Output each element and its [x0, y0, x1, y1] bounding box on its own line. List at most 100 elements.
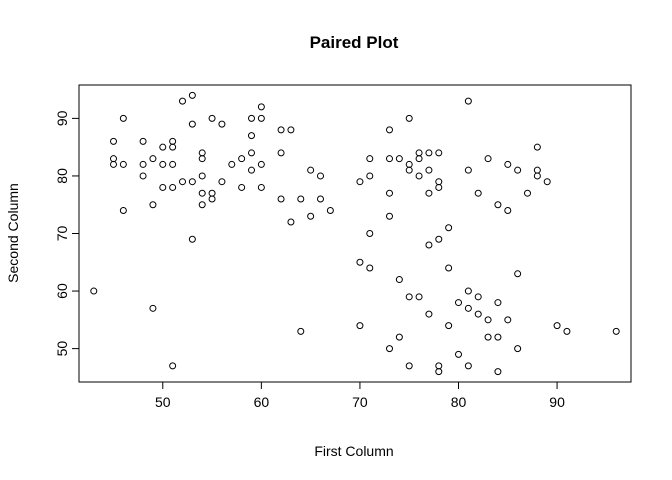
data-point	[425, 149, 433, 157]
data-point	[248, 132, 255, 140]
data-point	[159, 183, 167, 191]
data-point	[464, 166, 472, 174]
data-point	[248, 114, 255, 122]
data-point	[119, 114, 127, 122]
data-point	[553, 322, 561, 330]
data-point	[533, 143, 541, 151]
data-point	[317, 195, 324, 203]
data-point	[425, 166, 433, 174]
data-point	[257, 103, 265, 111]
data-point	[415, 149, 423, 157]
data-point	[119, 160, 127, 168]
plot-frame	[78, 84, 632, 383]
data-point	[464, 97, 472, 105]
data-point	[326, 206, 334, 214]
data-point	[248, 166, 255, 174]
data-point	[139, 137, 147, 145]
data-point	[504, 206, 512, 214]
data-point	[257, 183, 265, 191]
data-points	[90, 91, 620, 376]
data-point	[455, 299, 462, 307]
data-point	[484, 333, 492, 341]
data-point	[494, 299, 502, 307]
data-point	[386, 126, 393, 134]
data-point	[110, 137, 117, 145]
x-tick-label: 90	[549, 394, 565, 410]
data-point	[188, 235, 196, 243]
data-point	[169, 362, 177, 370]
data-point	[504, 316, 512, 324]
data-point	[159, 143, 167, 151]
data-point	[228, 160, 236, 168]
data-point	[464, 362, 472, 370]
data-point	[277, 195, 285, 203]
data-point	[435, 178, 443, 186]
data-point	[415, 293, 423, 301]
y-axis: 50 60 70 80 90	[54, 110, 80, 357]
data-point	[149, 201, 157, 209]
data-point	[435, 183, 443, 191]
data-point	[524, 189, 531, 197]
data-point	[435, 362, 443, 370]
data-point	[395, 155, 403, 163]
y-axis-label: Second Column	[5, 183, 21, 283]
data-point	[149, 304, 157, 312]
data-point	[257, 114, 265, 122]
x-tick-label: 50	[155, 394, 171, 410]
data-point	[198, 155, 206, 163]
data-point	[504, 160, 512, 168]
data-point	[238, 155, 246, 163]
y-tick-label: 60	[54, 283, 70, 299]
data-point	[464, 287, 472, 295]
data-point	[494, 201, 502, 209]
data-point	[179, 178, 186, 186]
data-point	[356, 258, 364, 266]
data-point	[277, 149, 285, 157]
data-point	[257, 160, 265, 168]
data-point	[307, 166, 315, 174]
data-point	[248, 149, 255, 157]
data-point	[218, 120, 226, 128]
data-point	[198, 201, 206, 209]
data-point	[287, 218, 295, 226]
x-axis-label: First Column	[314, 443, 393, 459]
data-point	[169, 143, 177, 151]
y-tick-label: 70	[54, 226, 70, 242]
data-point	[356, 322, 364, 330]
data-point	[238, 183, 246, 191]
data-point	[386, 345, 393, 353]
data-point	[445, 264, 453, 272]
data-point	[464, 304, 472, 312]
data-point	[425, 189, 433, 197]
data-point	[405, 114, 413, 122]
data-point	[612, 327, 620, 335]
x-axis: 50 60 70 80 90	[155, 381, 565, 410]
data-point	[188, 91, 196, 99]
data-point	[307, 212, 315, 220]
data-point	[484, 155, 492, 163]
data-point	[110, 160, 117, 168]
data-point	[415, 155, 423, 163]
data-point	[317, 172, 324, 180]
data-point	[179, 97, 186, 105]
data-point	[208, 195, 216, 203]
data-point	[356, 178, 364, 186]
data-point	[139, 160, 147, 168]
data-point	[484, 316, 492, 324]
x-tick-label: 80	[451, 394, 467, 410]
y-tick-label: 50	[54, 341, 70, 357]
data-point	[533, 172, 541, 180]
data-point	[169, 160, 177, 168]
data-point	[277, 126, 285, 134]
data-point	[119, 206, 127, 214]
data-point	[563, 327, 571, 335]
data-point	[386, 212, 393, 220]
x-tick-label: 60	[254, 394, 270, 410]
data-point	[514, 270, 522, 278]
data-point	[405, 160, 413, 168]
data-point	[543, 178, 551, 186]
data-point	[435, 235, 443, 243]
data-point	[139, 172, 147, 180]
data-point	[494, 368, 502, 376]
data-point	[366, 230, 374, 237]
